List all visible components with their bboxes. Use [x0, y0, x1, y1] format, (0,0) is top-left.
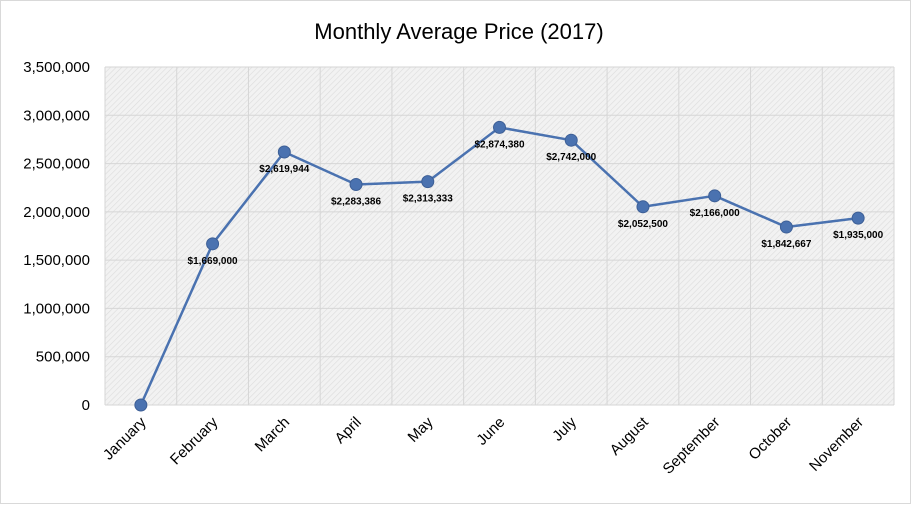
y-tick-label: 3,000,000 — [23, 107, 90, 124]
x-axis: January February March April May June July Augu… — [100, 413, 867, 477]
x-tick-label: April — [332, 414, 365, 447]
x-tick-label: February — [167, 413, 222, 468]
y-tick-label: 500,000 — [36, 349, 90, 366]
data-point — [134, 398, 148, 412]
data-point — [708, 189, 722, 203]
data-point — [564, 133, 578, 147]
data-label: $1,669,000 — [188, 256, 238, 267]
y-tick-label: 1,500,000 — [23, 252, 90, 269]
x-tick-label: August — [607, 413, 653, 459]
data-label: $2,283,386 — [331, 196, 381, 207]
x-tick-label: July — [549, 413, 580, 444]
y-axis: 0 500,000 1,000,000 1,500,000 2,000,000 2,500… — [23, 59, 90, 414]
y-tick-label: 3,500,000 — [23, 59, 90, 76]
data-label: $2,742,000 — [546, 152, 596, 163]
data-label: $1,935,000 — [833, 230, 883, 241]
x-tick-label: June — [473, 414, 508, 449]
data-label: $2,166,000 — [690, 208, 740, 219]
plot-area — [104, 66, 895, 406]
data-label: $1,842,667 — [761, 239, 811, 250]
data-label: $2,874,380 — [474, 139, 524, 150]
data-point — [349, 177, 363, 191]
y-tick-label: 0 — [82, 397, 90, 414]
data-label: $2,313,333 — [403, 194, 453, 205]
plot-background — [105, 67, 894, 405]
y-tick-label: 1,000,000 — [23, 300, 90, 317]
x-tick-label: September — [660, 414, 724, 478]
y-tick-label: 2,000,000 — [23, 204, 90, 221]
x-tick-label: October — [745, 414, 795, 464]
data-label: $2,619,944 — [259, 164, 309, 175]
chart-title: Monthly Average Price (2017) — [314, 19, 603, 44]
data-point — [206, 237, 220, 251]
data-point — [851, 211, 865, 225]
x-tick-label: March — [252, 414, 293, 455]
x-tick-label: May — [405, 413, 437, 445]
x-tick-label: January — [100, 413, 150, 463]
data-point — [493, 120, 506, 134]
data-point — [779, 220, 793, 234]
x-tick-label: November — [806, 414, 867, 475]
series-group: $1,669,000 $2,619,944 $2,283,386 $2,313,333… — [134, 120, 884, 412]
data-point — [277, 145, 291, 159]
y-tick-label: 2,500,000 — [23, 156, 90, 173]
data-point — [636, 200, 650, 214]
data-point — [421, 175, 435, 189]
data-label: $2,052,500 — [618, 219, 668, 230]
